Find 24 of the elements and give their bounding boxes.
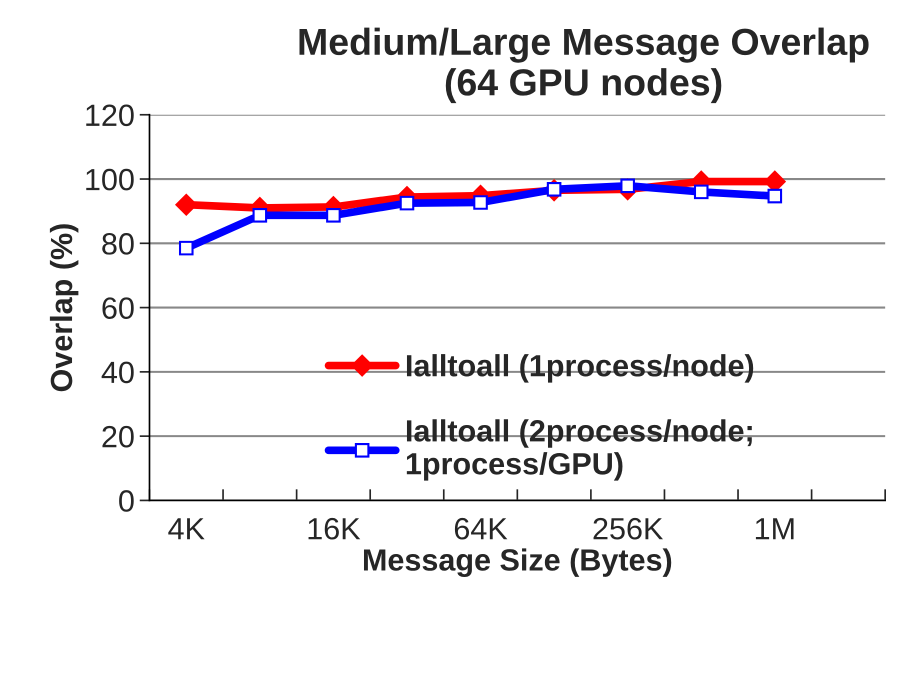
x-tick-label: 256K xyxy=(594,518,664,540)
y-tick-label: 0 xyxy=(119,490,134,512)
y-tick-label: 20 xyxy=(102,426,134,448)
point xyxy=(326,208,341,223)
x-tick-label: 1M xyxy=(756,518,794,540)
legend-label: Ialltoall (1process/node) xyxy=(406,354,754,383)
point xyxy=(473,195,488,210)
x-tick-label: 64K xyxy=(454,518,508,540)
y-axis-title: Overlap (%) xyxy=(50,224,78,392)
legend-label: Ialltoall (2process/node; 1process/GPU) xyxy=(406,419,752,481)
point xyxy=(694,184,709,200)
chart-title: Medium/Large Message Overlap (64 GPU nodes) xyxy=(300,28,869,104)
point xyxy=(252,208,268,223)
y-tick-label: 60 xyxy=(102,297,134,319)
y-tick-label: 120 xyxy=(86,104,134,126)
y-tick-label: 80 xyxy=(102,233,134,255)
y-tick-label: 40 xyxy=(102,362,134,384)
point xyxy=(178,240,194,256)
point xyxy=(400,196,414,210)
point xyxy=(768,188,782,204)
x-tick-label: 4K xyxy=(168,518,205,540)
x-tick-label: 16K xyxy=(308,518,360,540)
x-axis-title: Message Size (Bytes) xyxy=(364,548,672,577)
y-tick-label: 100 xyxy=(86,168,134,190)
